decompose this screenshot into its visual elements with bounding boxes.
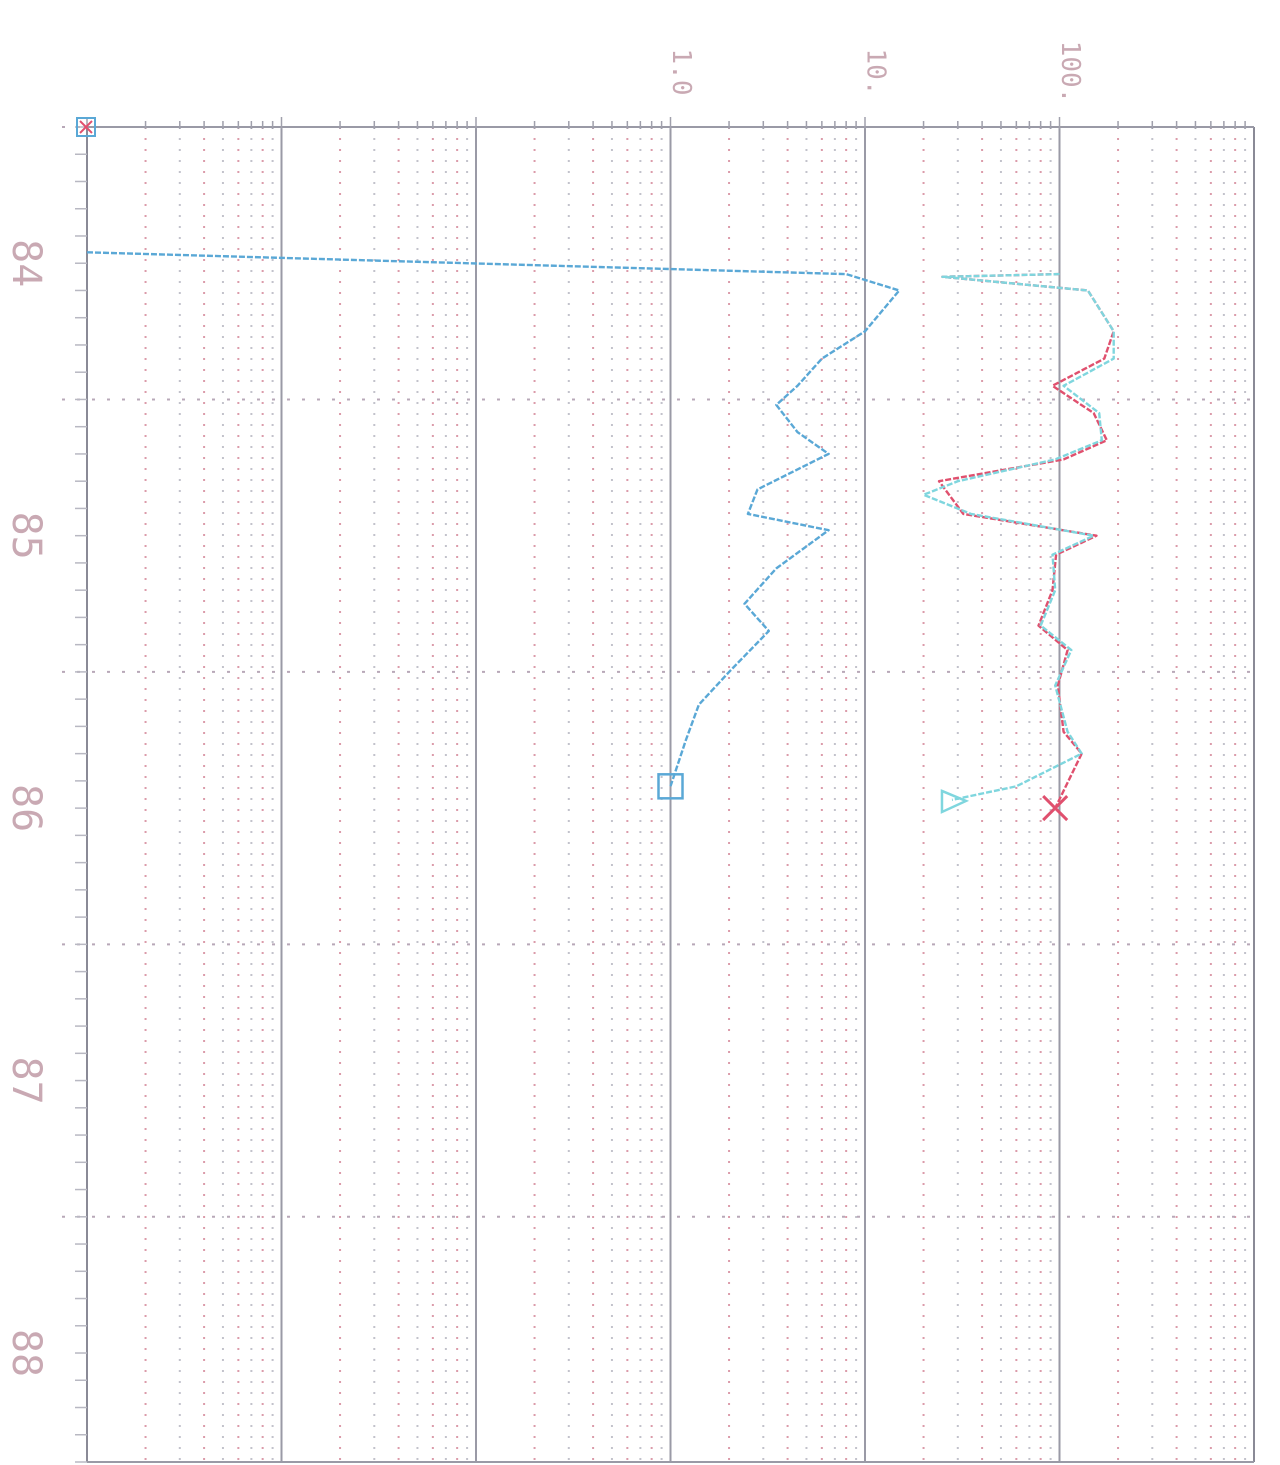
cross-marker-icon: [1042, 795, 1069, 822]
x-tick-label: 10.: [861, 49, 891, 96]
depth-tick-label: 86: [3, 784, 49, 832]
x-tick-label: 1.0: [666, 49, 696, 96]
series-group: [86, 251, 1115, 809]
origin-box-icon: [76, 117, 96, 137]
depth-tick-label: 84: [3, 239, 49, 287]
square-marker-icon: [657, 773, 684, 800]
series-line-1: [937, 272, 1115, 809]
triangle-marker-icon: [940, 789, 970, 814]
series-line-3: [86, 251, 901, 787]
axis-labels: 1.0 10. 100. 84 85 86 87 88: [3, 41, 1085, 1377]
grid: [62, 126, 1254, 1462]
marker-group: [657, 773, 1069, 822]
x-tick-label: 100.: [1055, 41, 1085, 104]
plot-frame: [75, 117, 1255, 1463]
depth-tick-label: 88: [3, 1329, 49, 1377]
series-line-2: [922, 272, 1115, 802]
origin-cross-icon: [79, 120, 93, 134]
depth-tick-label: 87: [3, 1056, 49, 1104]
depth-tick-label: 85: [3, 512, 49, 560]
